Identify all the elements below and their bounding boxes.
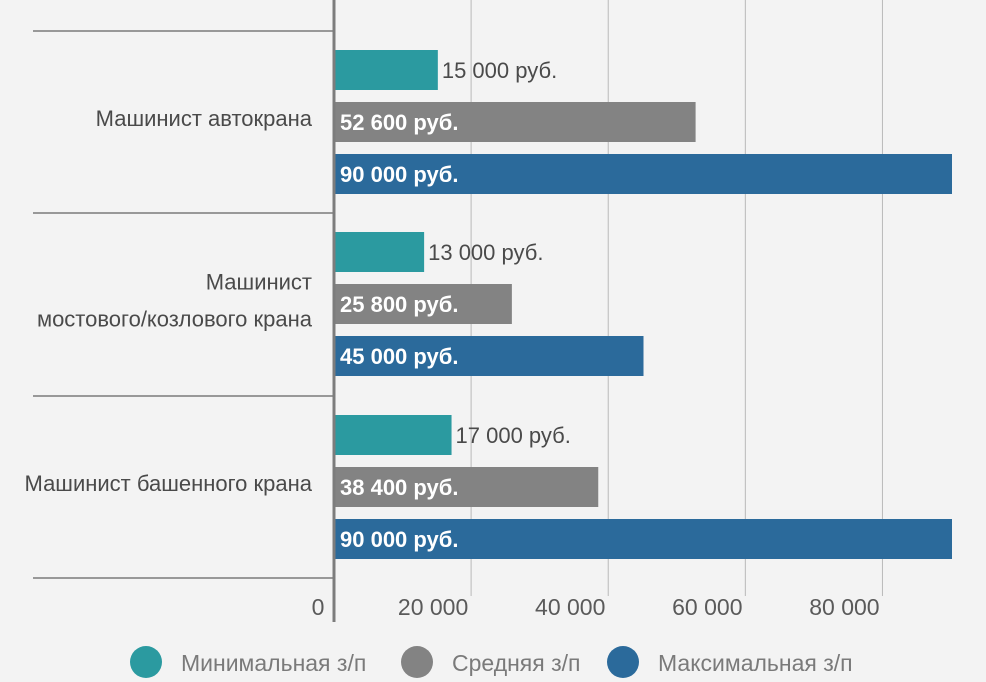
x-tick-label: 20 000 [398,594,468,620]
bar-value-label: 90 000 руб. [340,527,459,552]
bar-value-label: 15 000 руб. [442,58,557,83]
bar-value-label: 25 800 руб. [340,292,459,317]
legend: Минимальная з/п Средняя з/п Максимальная з… [130,646,853,678]
bar [335,232,425,272]
x-tick-label: 40 000 [535,594,605,620]
category-label: Машинист автокрана [96,106,313,131]
category-label: Машинист [206,270,312,295]
bar-value-label: 90 000 руб. [340,162,459,187]
category-label: Машинист башенного крана [25,471,313,496]
bar-value-label: 45 000 руб. [340,344,459,369]
x-tick-label: 0 [312,594,325,620]
legend-marker [130,646,162,678]
bar [335,50,438,90]
legend-label: Максимальная з/п [658,650,853,676]
legend-marker [607,646,639,678]
bars: 15 000 руб. 52 600 руб. 90 000 руб. 13 000 … [335,50,952,559]
legend-label: Минимальная з/п [181,650,366,676]
legend-label: Средняя з/п [452,650,581,676]
x-tick-label: 80 000 [809,594,879,620]
bar [335,336,644,376]
legend-marker [401,646,433,678]
bar [335,284,512,324]
bar [335,519,952,559]
bar-value-label: 38 400 руб. [340,475,459,500]
category-label: мостового/козлового крана [37,307,313,332]
x-tick-labels: 0 20 000 40 000 60 000 80 000 [312,594,880,620]
bar-value-label: 17 000 руб. [456,423,571,448]
bar-value-label: 13 000 руб. [428,240,543,265]
x-tick-label: 60 000 [672,594,742,620]
bar-value-label: 52 600 руб. [340,110,459,135]
category-separators [33,30,334,579]
bar [335,415,452,455]
bar [335,154,952,194]
bar [335,102,696,142]
bar [335,467,599,507]
category-labels: Машинист автокрана Машинист мостового/козл… [25,106,313,496]
